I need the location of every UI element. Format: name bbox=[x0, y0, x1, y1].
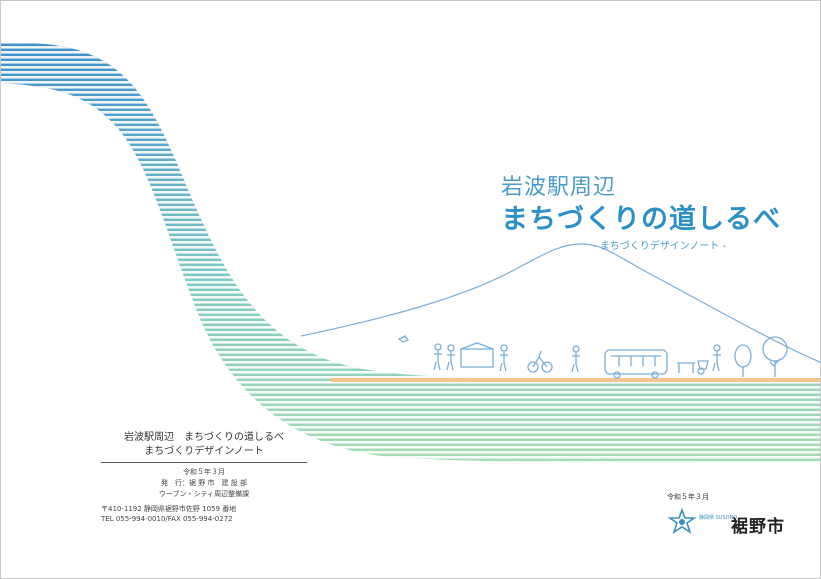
colophon-date: 令和５年３月 bbox=[183, 468, 225, 476]
colophon-publisher: 発 行：裾 野 市 建 設 部 bbox=[161, 479, 247, 487]
ribbon-swoosh bbox=[1, 43, 820, 463]
cover-tagline: - まちづくりデザインノート - bbox=[593, 241, 727, 252]
cover-title: まちづくりの道しるべ bbox=[501, 204, 781, 235]
logo-small-text: 静岡県 SUSONO bbox=[699, 515, 738, 521]
colophon-divider bbox=[101, 462, 307, 463]
colophon-office: ウーブン・シティ周辺整備課 bbox=[158, 490, 250, 498]
colophon: 岩波駅周辺 まちづくりの道しるべ まちづくりデザインノート 令和５年３月 発 行… bbox=[101, 431, 307, 524]
colophon-title-line1: 岩波駅周辺 まちづくりの道しるべ bbox=[124, 432, 284, 443]
colophon-title-line2: まちづくりデザインノート bbox=[144, 446, 264, 457]
city-logo: 静岡県 SUSONO 裾野市 bbox=[669, 508, 819, 538]
footer-date: 令和５年３月 bbox=[667, 493, 709, 501]
city-name: 裾野市 bbox=[731, 517, 785, 537]
star-logo-icon bbox=[667, 507, 697, 534]
cover-subtitle: 岩波駅周辺 bbox=[501, 175, 617, 200]
colophon-address: 〒410-1192 静岡県裾野市佐野 1059 番地 bbox=[101, 505, 237, 513]
colophon-tel-fax: TEL 055-994-0010/FAX 055-994-0272 bbox=[101, 515, 233, 523]
mountain-outline bbox=[300, 243, 820, 363]
ground-band bbox=[331, 378, 820, 382]
town-illustration bbox=[397, 335, 788, 379]
